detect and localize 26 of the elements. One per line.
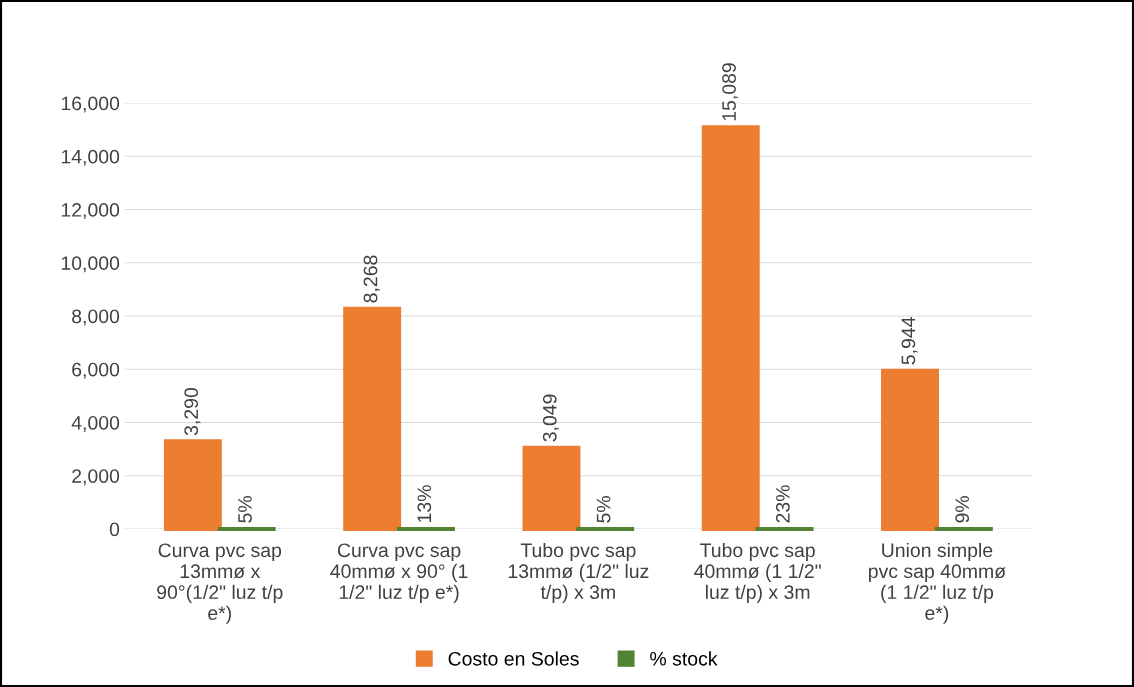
data-label: 5,944 <box>901 317 918 365</box>
y-tick-label: 6,000 <box>72 362 120 379</box>
data-label: 23% <box>775 485 790 523</box>
y-tick-label: 8,000 <box>72 309 120 326</box>
y-tick-label: 14,000 <box>61 149 120 166</box>
data-label: 3,049 <box>542 394 559 442</box>
x-tick-label: Curva pvc sap 13mmø x 90°(1/2" luz t/p e*) <box>157 543 283 624</box>
y-tick-label: 10,000 <box>61 256 120 273</box>
x-tick-label: Tubo pvc sap 40mmø (1 1/2" luz t/p) x 3m <box>694 542 821 603</box>
x-tick-label: Union simple pvc sap 40mmø (1 1/2" luz t/p e*) <box>869 542 1006 624</box>
data-label: 9% <box>955 496 970 523</box>
data-label: 15,089 <box>722 63 739 121</box>
x-tick-label: Curva pvc sap 40mmø x 90° (1 1/2" luz t/p e*) <box>330 543 468 603</box>
data-label: 13% <box>417 485 432 522</box>
y-tick-label: 16,000 <box>61 96 120 113</box>
data-label: 3,290 <box>184 387 201 436</box>
data-label: 5% <box>238 496 252 523</box>
x-tick-label: Tubo pvc sap 13mmø (1/2" luz t/p) x 3m <box>508 542 649 603</box>
y-tick-label: 2,000 <box>72 469 120 486</box>
y-tick-label: 0 <box>109 522 120 537</box>
y-tick-label: 12,000 <box>61 203 120 220</box>
legend-label: Costo en Soles <box>448 651 579 666</box>
data-label: 8,268 <box>363 255 380 303</box>
y-tick-label: 4,000 <box>71 415 120 433</box>
legend-label: % stock <box>650 651 718 666</box>
data-label: 5% <box>596 496 611 523</box>
